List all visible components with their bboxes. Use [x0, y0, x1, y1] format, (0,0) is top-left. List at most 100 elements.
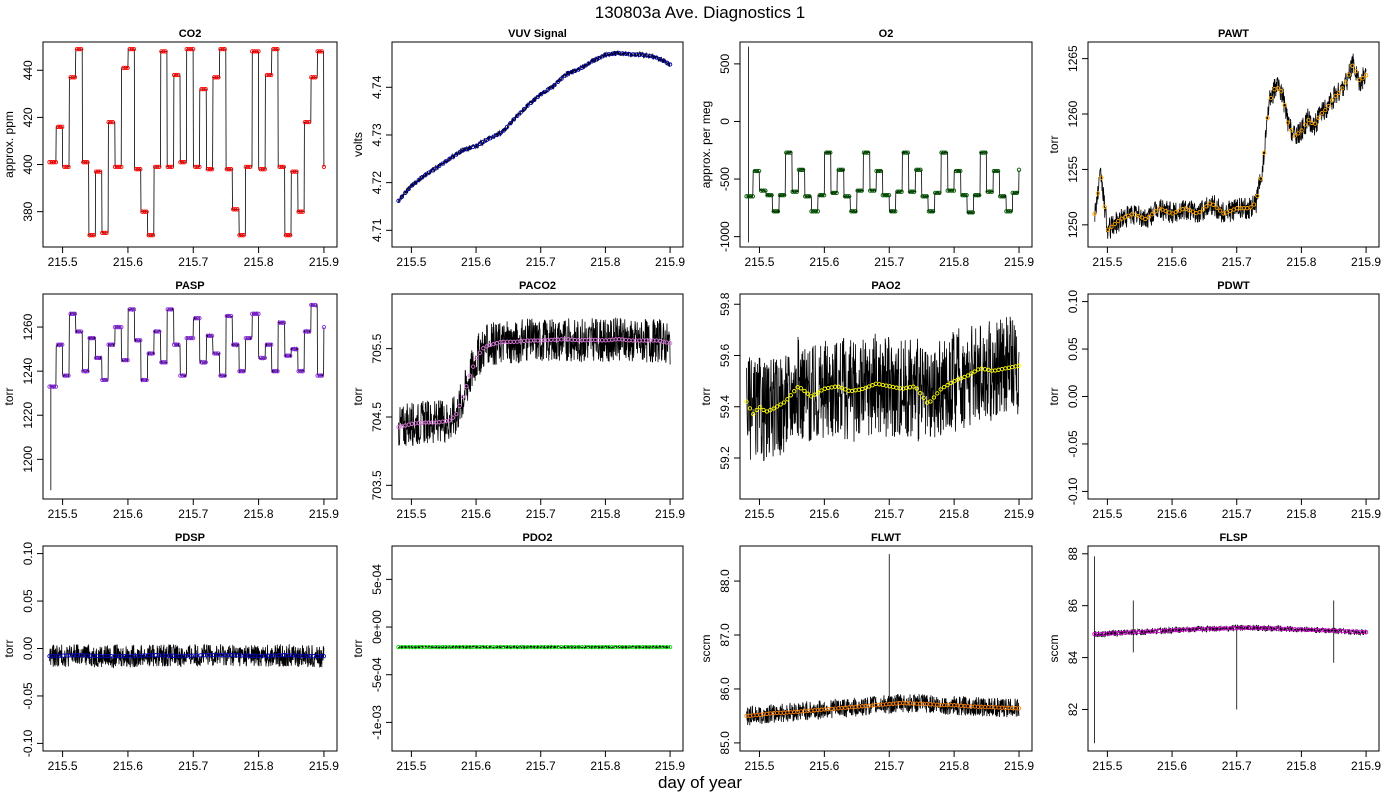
mean-point [1183, 206, 1189, 211]
mean-point [201, 86, 206, 92]
mean-point [1099, 175, 1104, 180]
x-tick-label: 215.7 [526, 255, 556, 269]
plot-area [396, 50, 673, 203]
plot-frame [1087, 41, 1380, 248]
x-tick-label: 215.7 [526, 507, 556, 521]
x-tick-label: 215.8 [590, 507, 620, 521]
mean-point [993, 168, 999, 174]
mean-point [778, 402, 783, 407]
mean-point [423, 172, 428, 177]
mean-point [767, 193, 772, 198]
mean-point [262, 355, 267, 361]
y-tick-label: 86.0 [718, 677, 732, 701]
mean-point [1150, 212, 1155, 217]
mean-point [1279, 89, 1284, 94]
raw-data-line [746, 316, 1020, 462]
mean-point [93, 355, 99, 361]
mean-point [72, 311, 78, 316]
y-tick-label: -1000 [718, 221, 732, 252]
panel-pao2: PAO2 torr 215.5 215.6 215.7 215.8 215.9 59.2 59.… [699, 280, 1034, 521]
mean-point [266, 342, 272, 347]
mean-point [974, 193, 980, 198]
y-tick-label: 1255 [1066, 156, 1080, 183]
mean-point [121, 357, 126, 363]
mean-point [484, 344, 489, 349]
mean-point [784, 150, 789, 155]
mean-point [247, 164, 253, 170]
y-tick-label: 703.5 [370, 470, 384, 500]
mean-point [773, 209, 778, 214]
mean-point [74, 46, 80, 52]
y-tick-label: -0.05 [21, 682, 35, 710]
mean-point [256, 311, 261, 316]
mean-point [807, 194, 812, 199]
mean-point [190, 46, 196, 52]
mean-point [538, 92, 544, 97]
mean-point [1282, 103, 1287, 108]
mean-point [909, 189, 915, 194]
y-tick-label: -0.05 [1066, 430, 1080, 458]
y-tick-label: 5e-04 [370, 564, 384, 595]
mean-point [169, 164, 175, 170]
mean-point [159, 360, 164, 365]
mean-point [1187, 208, 1192, 213]
mean-point [53, 384, 59, 389]
mean-point [321, 653, 327, 659]
y-tick-label: 0.05 [1066, 337, 1080, 361]
mean-point [1248, 205, 1253, 210]
mean-point [1350, 63, 1355, 68]
mean-point [457, 150, 462, 155]
mean-point [117, 164, 122, 170]
mean-point [1262, 150, 1267, 155]
mean-point [886, 193, 892, 198]
mean-point [477, 350, 483, 355]
mean-point [771, 406, 776, 411]
mean-point [214, 75, 219, 80]
x-tick-label: 215.6 [1157, 255, 1187, 269]
mean-point [447, 156, 452, 162]
mean-point [781, 400, 787, 405]
mean-point [474, 355, 479, 361]
mean-point [970, 210, 976, 215]
y-axis-label: torr [1047, 135, 1061, 153]
mean-point [521, 106, 527, 112]
mean-point [302, 119, 308, 125]
panel-vuv-signal: VUV Signal volts 215.5 215.6 215.7 215.8 215.9… [351, 28, 685, 269]
mean-point [110, 119, 116, 125]
mean-point [1010, 190, 1015, 196]
raw-data-line [746, 693, 1020, 726]
y-axis-label: sccm [1047, 635, 1061, 663]
y-tick-label: 59.4 [718, 395, 732, 419]
x-tick-label: 215.6 [809, 759, 839, 773]
x-tick-label: 215.8 [244, 255, 274, 269]
mean-point [937, 190, 942, 196]
x-tick-label: 215.5 [1092, 507, 1122, 521]
mean-point [956, 168, 961, 174]
mean-point [878, 168, 883, 174]
mean-point [167, 307, 172, 312]
mean-point [775, 209, 781, 214]
panel-title: CO2 [179, 28, 202, 40]
x-tick-label: 215.8 [939, 759, 969, 773]
mean-point [872, 188, 877, 193]
mean-point [283, 353, 289, 358]
x-tick-label: 215.8 [939, 507, 969, 521]
mean-point [228, 167, 234, 172]
mean-point [298, 369, 303, 374]
mean-point [935, 391, 940, 396]
mean-point [1363, 630, 1369, 635]
mean-point [222, 373, 227, 378]
mean-point [460, 394, 466, 400]
mean-point [237, 369, 242, 374]
mean-point [1340, 86, 1345, 91]
mean-point [958, 376, 964, 381]
mean-point [119, 324, 124, 330]
mean-point [1139, 215, 1145, 220]
mean-point [195, 316, 200, 321]
mean-point [55, 342, 61, 347]
mean-point [214, 351, 219, 356]
mean-point [127, 46, 132, 52]
y-axis-label: torr [2, 387, 16, 405]
mean-point [511, 117, 517, 122]
mean-point [796, 167, 802, 172]
